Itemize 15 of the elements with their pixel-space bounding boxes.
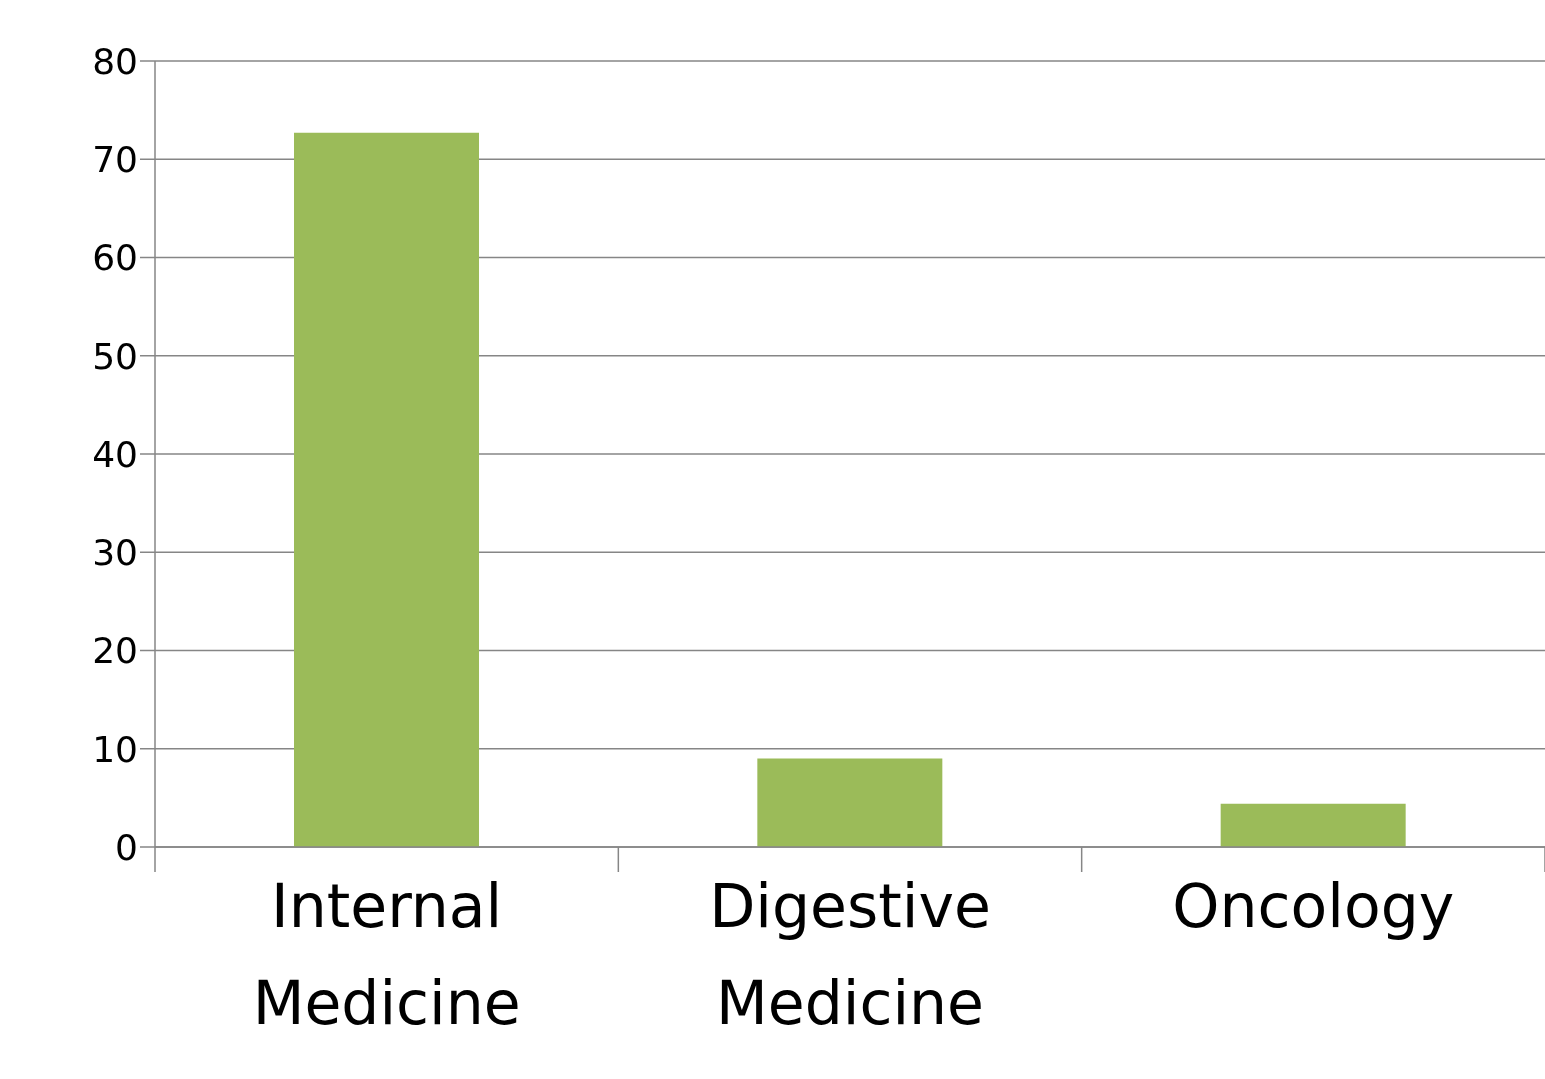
y-tick-label: 10 <box>92 728 138 770</box>
y-tick-label: 60 <box>92 237 138 279</box>
bar <box>1220 803 1406 847</box>
y-tick-label: 0 <box>115 826 138 868</box>
y-tick-label: 20 <box>92 630 138 672</box>
y-tick-label: 30 <box>92 532 138 574</box>
bar <box>757 758 943 847</box>
y-tick-label: 80 <box>92 40 138 82</box>
x-tick-label: Internal Medicine <box>252 871 521 1038</box>
y-tick-label: 70 <box>92 139 138 181</box>
y-tick-label: 50 <box>92 335 138 377</box>
y-tick-label: 40 <box>92 433 138 475</box>
x-tick-label: Oncology <box>1172 871 1455 941</box>
bar <box>294 132 479 847</box>
x-tick-label: Digestive Medicine <box>709 871 991 1038</box>
